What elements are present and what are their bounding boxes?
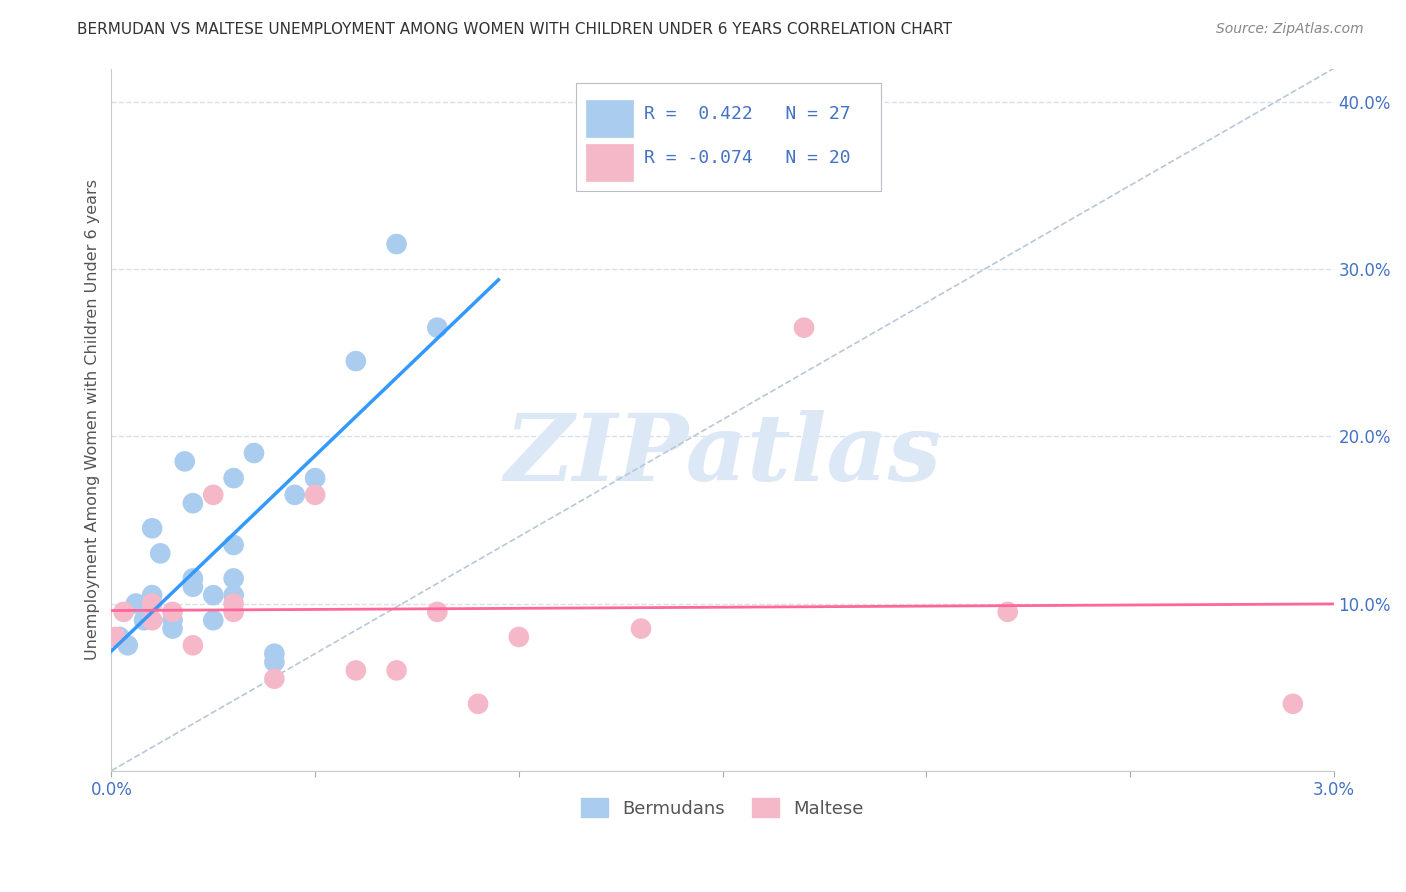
Text: ZIPatlas: ZIPatlas: [503, 409, 941, 500]
Point: [132, 613, 155, 627]
Point: [243, 446, 266, 460]
Point: [385, 237, 408, 252]
Point: [997, 605, 1019, 619]
Point: [108, 630, 131, 644]
Legend: Bermudans, Maltese: Bermudans, Maltese: [574, 791, 872, 825]
Point: [344, 354, 367, 368]
Point: [222, 571, 245, 585]
Point: [173, 454, 195, 468]
Point: [793, 320, 815, 334]
Point: [385, 664, 408, 678]
Point: [263, 647, 285, 661]
Text: BERMUDAN VS MALTESE UNEMPLOYMENT AMONG WOMEN WITH CHILDREN UNDER 6 YEARS CORRELA: BERMUDAN VS MALTESE UNEMPLOYMENT AMONG W…: [77, 22, 952, 37]
Point: [222, 597, 245, 611]
Point: [344, 664, 367, 678]
Point: [112, 605, 135, 619]
Point: [162, 622, 184, 636]
Point: [630, 622, 652, 636]
Point: [263, 655, 285, 669]
Point: [141, 597, 163, 611]
Point: [202, 488, 225, 502]
Point: [263, 672, 285, 686]
Point: [426, 605, 449, 619]
Y-axis label: Unemployment Among Women with Children Under 6 years: Unemployment Among Women with Children U…: [86, 179, 100, 660]
Point: [117, 638, 139, 652]
Point: [141, 521, 163, 535]
Text: R = -0.074   N = 20: R = -0.074 N = 20: [644, 149, 851, 168]
Point: [508, 630, 530, 644]
Point: [426, 320, 449, 334]
Point: [181, 638, 204, 652]
Point: [222, 605, 245, 619]
Point: [181, 571, 204, 585]
FancyBboxPatch shape: [586, 145, 633, 181]
Point: [202, 588, 225, 602]
Point: [222, 588, 245, 602]
Point: [1282, 697, 1305, 711]
Point: [467, 697, 489, 711]
Point: [222, 538, 245, 552]
Point: [181, 580, 204, 594]
Point: [141, 613, 163, 627]
Point: [141, 588, 163, 602]
Text: R =  0.422   N = 27: R = 0.422 N = 27: [644, 105, 851, 123]
Point: [284, 488, 307, 502]
Text: Source: ZipAtlas.com: Source: ZipAtlas.com: [1216, 22, 1364, 37]
Point: [104, 630, 127, 644]
Point: [202, 613, 225, 627]
Point: [162, 613, 184, 627]
FancyBboxPatch shape: [576, 83, 882, 192]
Point: [125, 597, 148, 611]
Point: [149, 546, 172, 560]
Point: [162, 605, 184, 619]
Point: [304, 488, 326, 502]
Point: [181, 496, 204, 510]
Point: [222, 471, 245, 485]
FancyBboxPatch shape: [586, 100, 633, 136]
Point: [304, 471, 326, 485]
